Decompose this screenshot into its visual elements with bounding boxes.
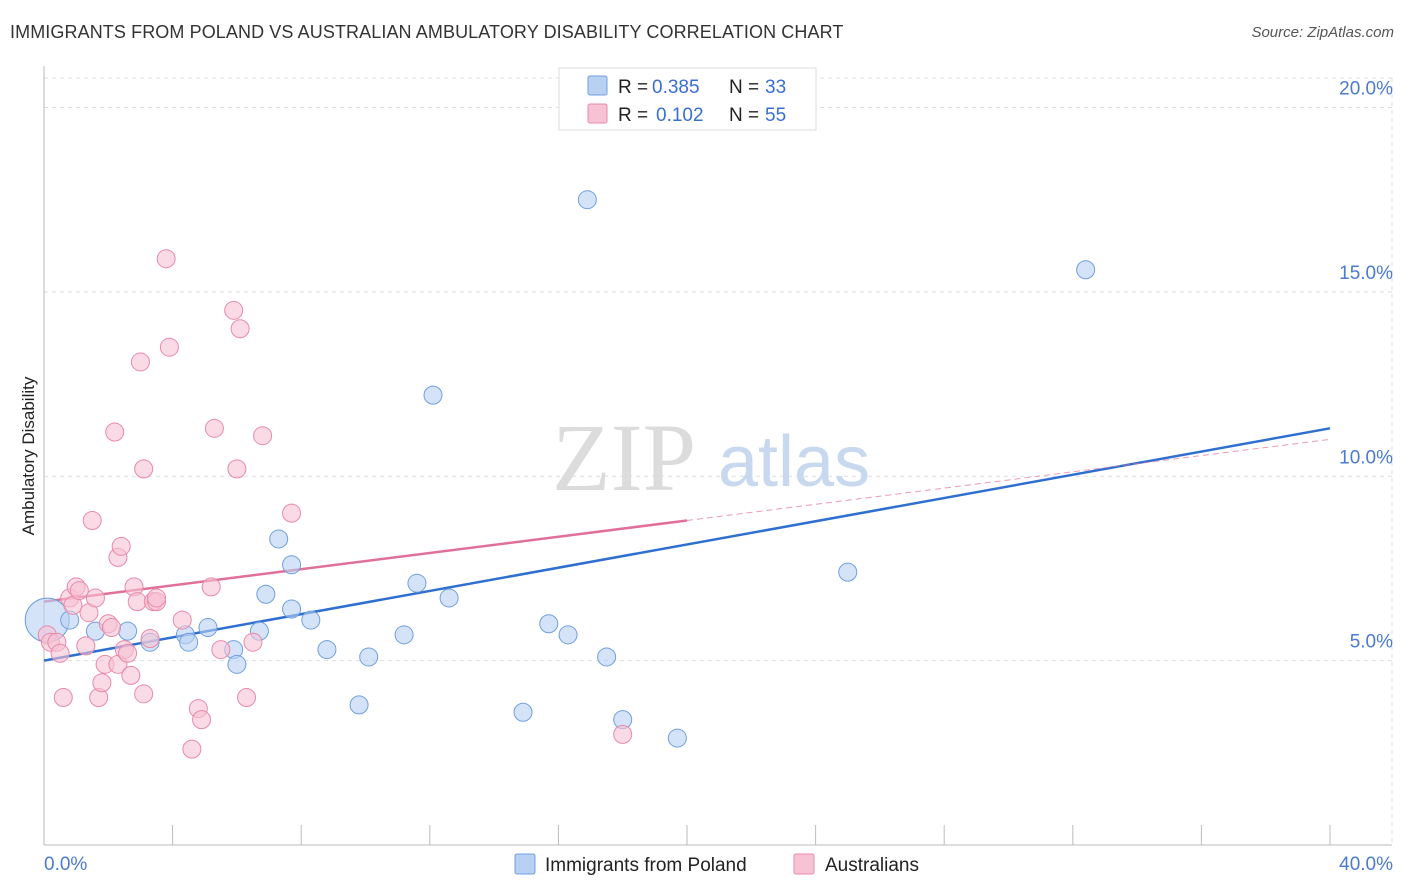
data-point-blue — [269, 529, 289, 549]
watermark: ZIP atlas — [552, 404, 870, 511]
data-point-pink — [53, 688, 73, 707]
data-point-blue — [317, 640, 337, 660]
series-legend-swatch-pink — [793, 853, 815, 875]
data-point-pink — [253, 426, 273, 446]
data-point-pink — [134, 684, 154, 704]
data-point-pink — [92, 673, 112, 693]
series-legend-label-blue: Immigrants from Poland — [545, 855, 747, 876]
series-legend-label-pink: Australians — [825, 855, 919, 876]
data-point-pink — [105, 422, 125, 442]
data-point-pink — [159, 337, 179, 357]
stats-legend-r-label-pink: R = — [618, 105, 653, 126]
data-point-blue — [394, 625, 414, 645]
data-point-blue — [597, 647, 617, 667]
watermark-zip: ZIP — [552, 404, 696, 511]
data-point-pink — [50, 643, 70, 663]
data-point-blue — [256, 584, 276, 604]
data-point-pink — [230, 319, 250, 339]
x-tick-label: 0.0% — [44, 854, 87, 875]
trend-line-pink — [43, 519, 688, 603]
trend-line-extension-pink — [686, 438, 1331, 521]
data-point-blue — [577, 190, 597, 210]
data-point-pink — [118, 643, 138, 663]
data-point-blue — [838, 562, 858, 582]
data-points — [24, 190, 1096, 759]
data-point-pink — [82, 511, 102, 530]
x-tick-label: 40.0% — [1339, 854, 1393, 875]
stats-legend: R = 0.385 N = 33 R = 0.102 N = 55 — [558, 67, 817, 131]
data-point-pink — [102, 617, 122, 637]
chart-title: IMMIGRANTS FROM POLAND VS AUSTRALIAN AMB… — [10, 22, 844, 42]
data-point-pink — [227, 459, 247, 479]
stats-legend-n-label-blue: N = — [729, 77, 764, 98]
data-point-blue — [439, 588, 459, 608]
axes-layer — [43, 66, 1392, 846]
data-point-blue — [1076, 260, 1096, 280]
chart-source: Source: ZipAtlas.com — [1251, 24, 1394, 41]
data-point-pink — [182, 739, 202, 759]
data-point-blue — [539, 614, 559, 634]
data-point-pink — [121, 665, 141, 685]
data-point-blue — [513, 702, 533, 722]
data-point-pink — [243, 632, 263, 652]
y-axis-label: Ambulatory Disability — [19, 376, 38, 535]
data-point-blue — [118, 621, 138, 641]
y-tick-label: 10.0% — [1339, 447, 1393, 468]
data-point-blue — [179, 632, 199, 652]
y-tick-label: 5.0% — [1350, 632, 1393, 653]
data-point-pink — [156, 249, 176, 269]
data-point-blue — [301, 610, 321, 630]
stats-legend-r-label-blue: R = — [618, 77, 653, 98]
data-point-pink — [127, 592, 147, 612]
data-point-blue — [282, 599, 302, 619]
stats-legend-n-value-pink: 55 — [765, 105, 786, 126]
stats-legend-swatch-blue — [587, 75, 608, 96]
data-point-pink — [282, 503, 302, 523]
data-point-pink — [69, 581, 89, 601]
stats-legend-r-value-blue: 0.385 — [652, 77, 700, 98]
data-point-blue — [558, 625, 578, 645]
data-point-pink — [237, 688, 257, 707]
data-point-pink — [224, 300, 244, 320]
data-point-blue — [407, 573, 427, 593]
data-point-pink — [76, 636, 96, 656]
data-point-pink — [85, 588, 105, 608]
data-point-pink — [192, 710, 212, 730]
data-point-pink — [134, 459, 154, 479]
data-point-pink — [147, 588, 167, 608]
data-point-pink — [201, 577, 221, 597]
data-point-blue — [359, 647, 379, 667]
data-point-pink — [140, 629, 160, 648]
series-legend-swatch-blue — [514, 853, 536, 875]
data-point-blue — [282, 555, 302, 575]
data-point-blue — [423, 385, 443, 405]
data-point-blue — [667, 728, 687, 748]
tick-labels: 5.0% 10.0% 15.0% 20.0% 0.0% 40.0% — [44, 79, 1393, 876]
data-point-blue — [349, 695, 369, 715]
series-legend: Immigrants from Poland Australians — [514, 853, 919, 876]
y-tick-label: 20.0% — [1339, 79, 1393, 100]
data-point-pink — [211, 640, 231, 660]
y-tick-label: 15.0% — [1339, 263, 1393, 284]
data-point-pink — [204, 418, 224, 438]
data-point-blue — [227, 654, 247, 674]
data-point-pink — [130, 352, 150, 372]
stats-legend-n-label-pink: N = — [729, 105, 764, 126]
stats-legend-swatch-pink — [587, 103, 608, 124]
data-point-blue — [198, 617, 218, 637]
data-point-pink — [172, 610, 192, 630]
data-point-pink — [111, 536, 131, 556]
stats-legend-r-value-pink: 0.102 — [656, 105, 704, 126]
data-point-pink — [613, 724, 633, 744]
stats-legend-n-value-blue: 33 — [765, 77, 786, 98]
watermark-atlas: atlas — [718, 422, 870, 502]
